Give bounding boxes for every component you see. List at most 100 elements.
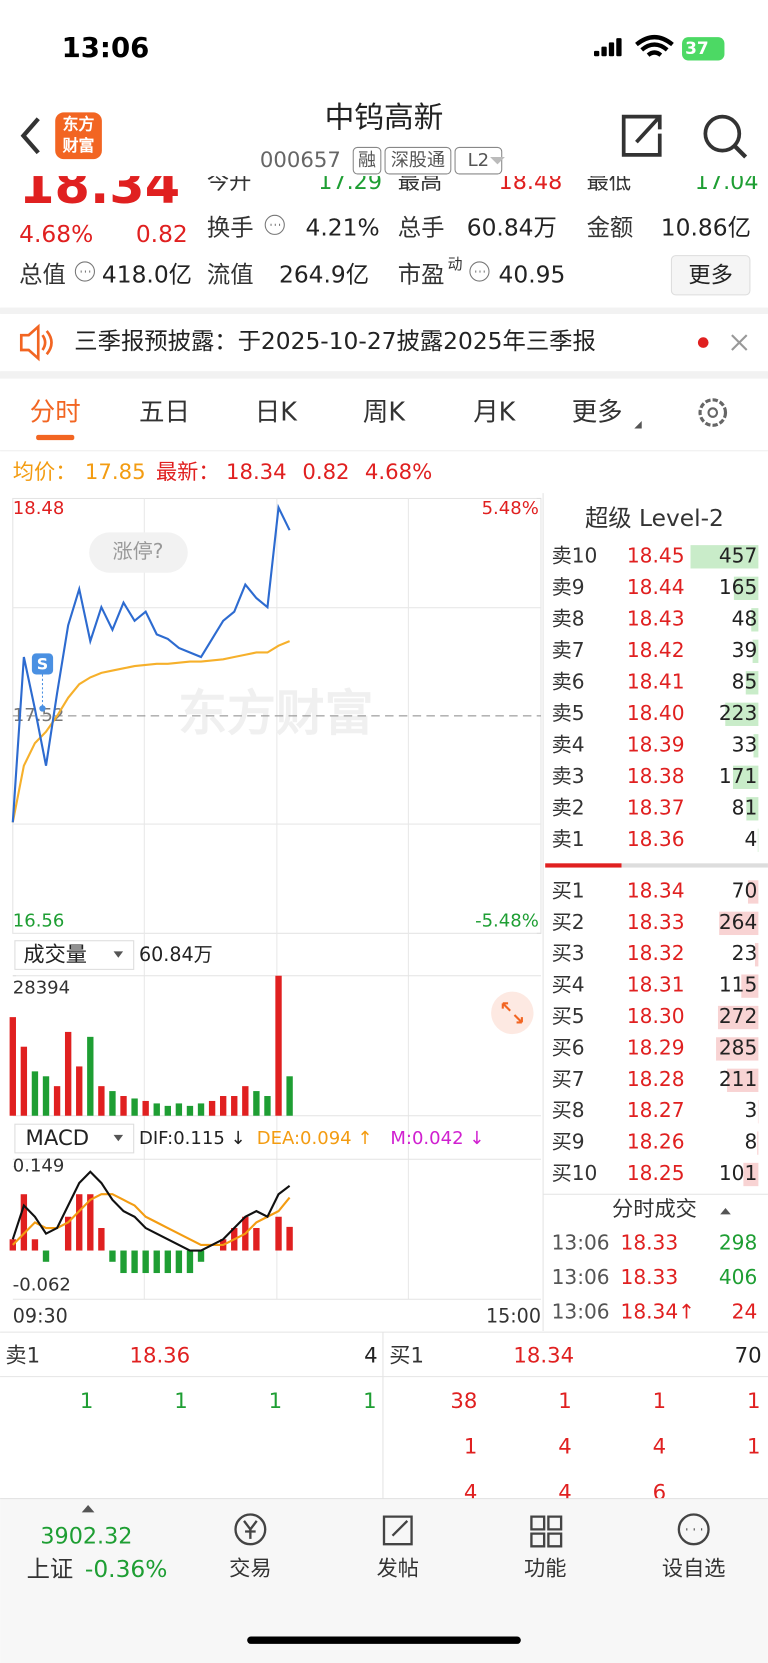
volume-bar <box>219 1096 227 1116</box>
settings-core <box>707 407 719 418</box>
search-button[interactable] <box>703 114 742 153</box>
level2-title: 超级 Level-2 <box>585 504 724 532</box>
nav-item[interactable]: 交易 <box>229 1557 271 1582</box>
book-price: 18.43 <box>627 606 685 630</box>
tag: 深股通 <box>391 150 445 171</box>
book-volume: 171 <box>719 764 757 788</box>
back-button[interactable] <box>20 117 40 155</box>
queue-order: 1 <box>174 1389 188 1414</box>
trades-sort <box>720 1208 731 1215</box>
search-handle <box>733 144 748 159</box>
nav-icon[interactable] <box>677 1513 710 1546</box>
book-label: 卖9 <box>552 575 585 599</box>
macd-bar <box>76 1194 83 1251</box>
nav-item[interactable]: 发帖 <box>377 1557 419 1582</box>
book-label: 卖7 <box>552 638 585 662</box>
volume-bar <box>153 1103 160 1116</box>
marker-text: S <box>37 654 48 673</box>
notice-close[interactable] <box>731 334 748 351</box>
nav-item[interactable]: 功能 <box>524 1557 566 1582</box>
tab[interactable]: 更多 <box>572 398 623 428</box>
book-volume: 165 <box>719 575 757 599</box>
book-volume: 285 <box>719 1035 757 1059</box>
separator <box>0 307 768 314</box>
macd-tick-label: -0.062 <box>13 1274 71 1295</box>
book-price: 18.27 <box>627 1098 685 1122</box>
latest-pct: 4.68% <box>365 460 432 485</box>
tab[interactable]: 周K <box>363 398 406 428</box>
more-button[interactable] <box>670 255 751 296</box>
book-price: 18.32 <box>627 941 685 965</box>
book-volume: 272 <box>719 1004 757 1028</box>
index-arrow <box>81 1504 95 1513</box>
book-price: 18.40 <box>627 701 685 725</box>
book-price: 18.33 <box>627 910 685 934</box>
avg-line <box>11 640 291 823</box>
book-bar <box>745 671 759 695</box>
macd-bar <box>286 1226 293 1251</box>
book-price: 18.44 <box>627 575 685 599</box>
book-bar <box>757 828 759 852</box>
macd-bar <box>275 1216 282 1251</box>
tab[interactable]: 分时 <box>30 398 81 428</box>
nav-icon[interactable] <box>234 1513 267 1546</box>
trade-volume: 24 <box>732 1300 758 1324</box>
book-bar <box>752 639 759 663</box>
book-price: 18.39 <box>627 732 685 756</box>
vol-header-box[interactable] <box>14 940 135 970</box>
volume-bar <box>186 1105 194 1116</box>
nav-icon[interactable] <box>382 1515 413 1546</box>
expand-button[interactable] <box>491 991 534 1035</box>
settings-button[interactable] <box>698 398 728 427</box>
price-line <box>11 503 291 823</box>
nav-item[interactable]: 设自选 <box>662 1557 726 1582</box>
tab[interactable]: 月K <box>473 398 516 428</box>
status-time: 13:06 <box>62 31 150 64</box>
queue-volume: 4 <box>364 1343 377 1368</box>
book-volume: 457 <box>719 543 757 567</box>
tab[interactable]: 日K <box>255 398 298 428</box>
more-text: 更多 <box>688 262 733 288</box>
book-price: 18.30 <box>627 1004 685 1028</box>
book-volume: 81 <box>732 795 758 819</box>
volume-bar <box>53 1086 61 1116</box>
latest-value: 18.34 <box>226 460 287 485</box>
macd-bar <box>64 1216 72 1251</box>
x-tick-label: 09:30 <box>13 1305 68 1328</box>
book-bar <box>733 576 759 600</box>
trade-price: 18.33 <box>621 1231 679 1255</box>
book-volume: 33 <box>732 732 758 756</box>
dea-label: DEA:0.094 ↑ <box>257 1128 373 1149</box>
tab[interactable]: 五日 <box>139 398 190 428</box>
avg-label: 均价： <box>13 460 77 485</box>
vol-total: 60.84万 <box>139 943 213 966</box>
nav-icon[interactable] <box>530 1515 563 1548</box>
tag-dropdown[interactable] <box>490 156 505 165</box>
book-label: 买9 <box>552 1130 585 1154</box>
book-price: 18.45 <box>627 543 685 567</box>
book-volume: 23 <box>732 941 758 965</box>
index-value: 3902.32 <box>40 1523 132 1549</box>
dif-label: DIF:0.115 ↓ <box>139 1128 246 1149</box>
tab-underline <box>36 434 75 441</box>
stat-sup: 动 <box>448 256 463 273</box>
book-label: 卖5 <box>552 701 585 725</box>
share-button[interactable] <box>621 114 662 157</box>
queue-order: 38 <box>450 1389 477 1414</box>
tag-box <box>352 146 382 175</box>
queue-label: 卖1 <box>5 1343 40 1368</box>
book-label: 卖6 <box>552 669 585 693</box>
info-icon <box>469 261 490 282</box>
vol-tick-label: 28394 <box>13 977 70 998</box>
queue-order: 4 <box>653 1435 667 1460</box>
wifi-icon <box>635 35 674 57</box>
book-price: 18.41 <box>627 669 685 693</box>
queue-order: 1 <box>747 1389 761 1414</box>
macd-bar <box>131 1250 138 1274</box>
stat-value: 10.86亿 <box>661 214 751 242</box>
macd-header-box[interactable] <box>14 1123 135 1154</box>
book-volume: 101 <box>719 1161 757 1185</box>
volume-bar <box>197 1103 205 1116</box>
logo-text: 财富 <box>63 136 95 155</box>
